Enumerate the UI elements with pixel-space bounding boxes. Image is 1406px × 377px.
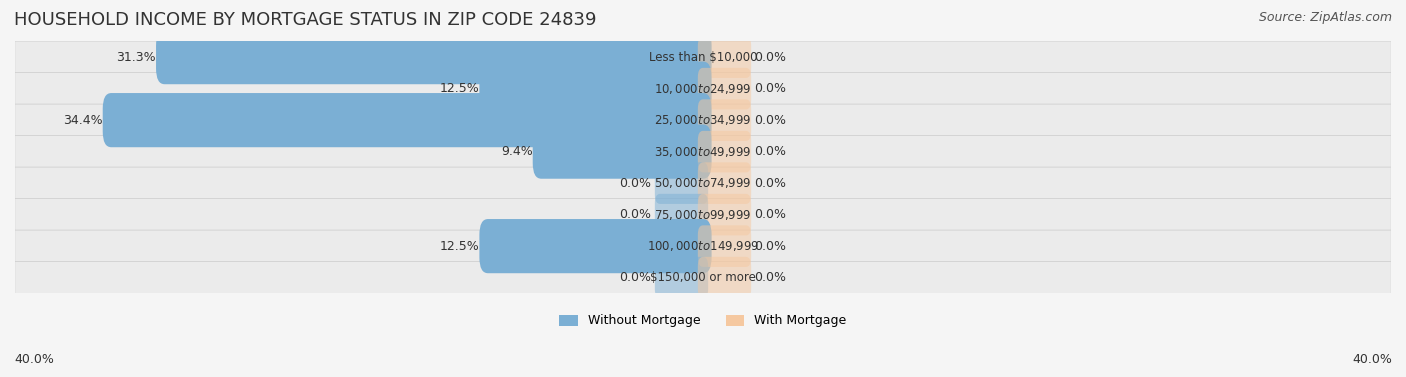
Text: 40.0%: 40.0% <box>14 353 53 366</box>
FancyBboxPatch shape <box>697 36 751 78</box>
Text: 0.0%: 0.0% <box>755 82 786 95</box>
FancyBboxPatch shape <box>697 131 751 172</box>
Text: 40.0%: 40.0% <box>1353 353 1392 366</box>
Text: $100,000 to $149,999: $100,000 to $149,999 <box>647 239 759 253</box>
Text: $50,000 to $74,999: $50,000 to $74,999 <box>654 176 752 190</box>
Text: 12.5%: 12.5% <box>440 82 479 95</box>
Text: 0.0%: 0.0% <box>620 271 651 284</box>
FancyBboxPatch shape <box>15 73 1391 105</box>
Legend: Without Mortgage, With Mortgage: Without Mortgage, With Mortgage <box>554 310 852 333</box>
Text: 0.0%: 0.0% <box>755 145 786 158</box>
FancyBboxPatch shape <box>697 100 751 141</box>
FancyBboxPatch shape <box>697 194 751 235</box>
Text: $10,000 to $24,999: $10,000 to $24,999 <box>654 82 752 96</box>
Text: $75,000 to $99,999: $75,000 to $99,999 <box>654 208 752 222</box>
FancyBboxPatch shape <box>697 225 751 267</box>
FancyBboxPatch shape <box>479 61 711 116</box>
Text: $35,000 to $49,999: $35,000 to $49,999 <box>654 145 752 159</box>
FancyBboxPatch shape <box>655 162 709 204</box>
FancyBboxPatch shape <box>15 41 1391 73</box>
Text: 0.0%: 0.0% <box>755 177 786 190</box>
Text: $150,000 or more: $150,000 or more <box>650 271 756 284</box>
Text: 0.0%: 0.0% <box>755 240 786 253</box>
Text: HOUSEHOLD INCOME BY MORTGAGE STATUS IN ZIP CODE 24839: HOUSEHOLD INCOME BY MORTGAGE STATUS IN Z… <box>14 11 596 29</box>
Text: $25,000 to $34,999: $25,000 to $34,999 <box>654 113 752 127</box>
FancyBboxPatch shape <box>655 257 709 299</box>
Text: Less than $10,000: Less than $10,000 <box>648 51 758 64</box>
Text: 0.0%: 0.0% <box>755 51 786 64</box>
FancyBboxPatch shape <box>103 93 711 147</box>
Text: 9.4%: 9.4% <box>501 145 533 158</box>
Text: 0.0%: 0.0% <box>620 208 651 221</box>
FancyBboxPatch shape <box>15 104 1391 136</box>
FancyBboxPatch shape <box>156 30 711 84</box>
Text: 0.0%: 0.0% <box>755 271 786 284</box>
FancyBboxPatch shape <box>15 136 1391 168</box>
FancyBboxPatch shape <box>533 124 711 179</box>
FancyBboxPatch shape <box>15 199 1391 231</box>
Text: 12.5%: 12.5% <box>440 240 479 253</box>
Text: 0.0%: 0.0% <box>755 113 786 127</box>
FancyBboxPatch shape <box>15 230 1391 262</box>
Text: 0.0%: 0.0% <box>755 208 786 221</box>
FancyBboxPatch shape <box>479 219 711 273</box>
FancyBboxPatch shape <box>655 194 709 235</box>
Text: 34.4%: 34.4% <box>63 113 103 127</box>
FancyBboxPatch shape <box>697 162 751 204</box>
FancyBboxPatch shape <box>697 68 751 109</box>
FancyBboxPatch shape <box>15 167 1391 199</box>
Text: 0.0%: 0.0% <box>620 177 651 190</box>
Text: Source: ZipAtlas.com: Source: ZipAtlas.com <box>1258 11 1392 24</box>
FancyBboxPatch shape <box>15 262 1391 294</box>
Text: 31.3%: 31.3% <box>117 51 156 64</box>
FancyBboxPatch shape <box>697 257 751 299</box>
